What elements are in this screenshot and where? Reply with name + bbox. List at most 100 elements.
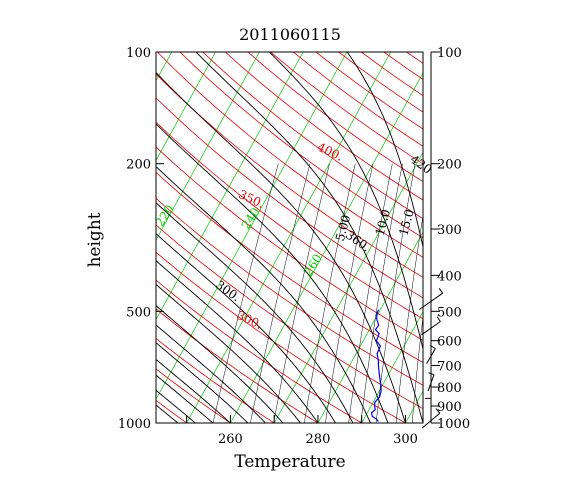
dry-adiabat-line bbox=[156, 368, 231, 423]
mixing-ratio-line bbox=[348, 163, 393, 423]
mixing-ratio-line bbox=[325, 163, 374, 423]
mixing-ratio-label: 10.0 bbox=[373, 208, 393, 237]
moist-adiabat-line bbox=[195, 52, 423, 423]
right-tick-label: 600 bbox=[437, 335, 462, 350]
y-tick-label: 1000 bbox=[118, 417, 151, 432]
wind-barb bbox=[419, 292, 443, 310]
dry-adiabat-line bbox=[156, 171, 423, 363]
dry-adiabat-line bbox=[225, 52, 423, 201]
wind-barb-flag bbox=[428, 372, 435, 376]
isotherm-line bbox=[273, 151, 423, 423]
isotherm-line bbox=[156, 52, 260, 241]
mixing-ratio-line bbox=[212, 163, 279, 423]
x-axis: 260 280 300 bbox=[186, 415, 418, 447]
dry-adiabat-line bbox=[383, 52, 423, 80]
right-tick-label: 900 bbox=[437, 400, 462, 415]
mixing-ratio-line bbox=[273, 163, 330, 423]
right-tick-label: 800 bbox=[437, 381, 462, 396]
isotherm-line bbox=[493, 52, 563, 423]
isotherm-line bbox=[0, 52, 84, 423]
wind-barb bbox=[426, 348, 436, 364]
moist-adiabat-line bbox=[156, 358, 231, 423]
isotherm-line bbox=[449, 52, 563, 423]
moist-adiabat-line bbox=[156, 305, 284, 423]
wind-barb bbox=[421, 321, 441, 336]
moist-adiabat-line bbox=[156, 374, 214, 423]
mixing-ratio-label: 15.0 bbox=[396, 208, 416, 237]
y-tick-label: 200 bbox=[126, 158, 151, 173]
y-tick-label: 100 bbox=[126, 46, 151, 61]
isotherm-line bbox=[156, 52, 348, 400]
dry-adiabat-label: 300. bbox=[235, 308, 265, 332]
moist-adiabat-line bbox=[156, 233, 336, 423]
right-tick-label: 400 bbox=[437, 269, 462, 284]
moist-adiabat-line bbox=[156, 342, 249, 423]
sounding-line bbox=[370, 309, 382, 422]
isotherm-line bbox=[361, 310, 423, 423]
moist-adiabat-line bbox=[156, 324, 266, 423]
wind-barb-flag bbox=[429, 345, 436, 349]
dry-adiabat-line bbox=[179, 52, 423, 239]
plot-frame bbox=[155, 51, 424, 424]
isotherm-line bbox=[156, 52, 304, 321]
chart-title: 2011060115 bbox=[239, 25, 341, 44]
y-axis-left: 100 200 500 1000 bbox=[118, 46, 164, 432]
x-tick-label: 280 bbox=[306, 432, 331, 447]
moist-adiabat-line bbox=[269, 52, 423, 351]
x-tick-label: 260 bbox=[218, 432, 243, 447]
mixing-ratio-label: 5.00 bbox=[333, 213, 353, 242]
dry-adiabat-line bbox=[156, 146, 423, 341]
dry-adiabat-line bbox=[156, 97, 423, 299]
moist-adiabat-line bbox=[156, 202, 354, 423]
mixing-ratio-line bbox=[360, 163, 403, 423]
moist-adiabat-line bbox=[346, 52, 423, 250]
isotherm-line bbox=[0, 52, 41, 423]
plot-lines bbox=[0, 52, 563, 423]
isotherm-line bbox=[0, 52, 128, 423]
isotherm-line bbox=[156, 52, 216, 162]
moist-adiabat-line bbox=[156, 389, 196, 423]
dry-adiabat-line bbox=[156, 279, 362, 423]
moist-adiabat-line bbox=[156, 260, 319, 423]
isotherm-line bbox=[317, 231, 423, 423]
dry-adiabat-line bbox=[156, 224, 423, 410]
dry-adiabat-line bbox=[156, 73, 423, 278]
wind-barbs bbox=[419, 288, 444, 429]
mixing-ratio-line bbox=[411, 314, 423, 423]
isotherm-line bbox=[405, 390, 423, 423]
dry-adiabat-line bbox=[202, 52, 423, 220]
wind-barb bbox=[427, 374, 435, 392]
moist-adiabat-line bbox=[156, 165, 371, 423]
x-axis-title: Temperature bbox=[234, 452, 345, 472]
moist-adiabat-label: 300. bbox=[213, 278, 243, 305]
right-tick-label: 1000 bbox=[437, 417, 470, 432]
right-tick-label: 100 bbox=[437, 46, 462, 61]
dry-adiabat-line bbox=[156, 251, 406, 423]
wind-barb bbox=[421, 412, 441, 429]
mixing-ratio-line bbox=[304, 163, 356, 423]
isotherm-label: 260 bbox=[301, 252, 325, 279]
moist-adiabat-line bbox=[156, 283, 301, 423]
y-tick-label: 500 bbox=[126, 305, 151, 320]
moist-adiabat-line bbox=[156, 71, 406, 423]
dry-adiabat-line bbox=[156, 197, 423, 386]
dry-adiabat-line bbox=[156, 121, 423, 320]
y-axis-title: height bbox=[85, 212, 105, 267]
right-tick-label: 500 bbox=[437, 305, 462, 320]
right-tick-label: 300 bbox=[437, 223, 462, 238]
right-tick-label: 200 bbox=[437, 158, 462, 173]
right-tick-label: 700 bbox=[437, 360, 462, 375]
x-tick-label: 300 bbox=[393, 432, 418, 447]
mixing-ratio-line bbox=[395, 214, 423, 423]
wind-barb-flag bbox=[436, 316, 441, 322]
dry-adiabat-line bbox=[247, 52, 423, 183]
dry-adiabat-line bbox=[156, 308, 319, 423]
wind-barb-flag bbox=[438, 288, 444, 294]
moist-adiabat-line bbox=[156, 123, 389, 423]
dry-adiabat-line bbox=[156, 337, 275, 423]
mixing-ratio-line bbox=[375, 163, 416, 423]
dry-adiabat-line bbox=[406, 52, 423, 64]
y-axis-right: 100 200 300 400 500 600 700 800 900 1000 bbox=[430, 46, 470, 432]
wind-barb-flag bbox=[435, 408, 441, 414]
